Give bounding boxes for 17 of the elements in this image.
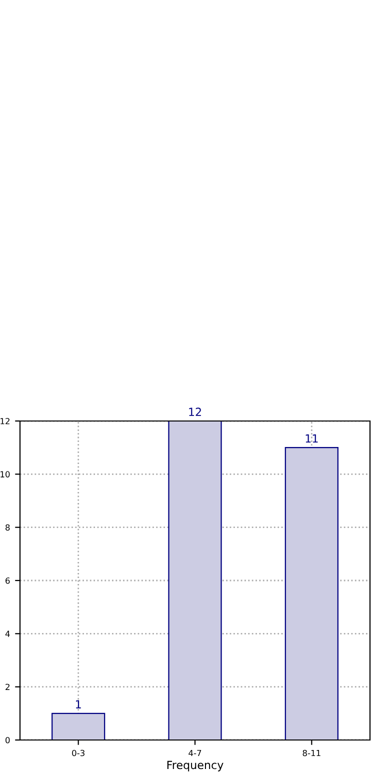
y-tick-label: 10 xyxy=(0,471,10,478)
x-axis-title: Frequency xyxy=(167,760,224,772)
data-label: 11 xyxy=(306,434,318,442)
data-label: 12 xyxy=(189,408,201,416)
x-tick-label: 8-11 xyxy=(302,750,320,756)
y-tick-label: 0 xyxy=(6,736,10,744)
bar xyxy=(168,421,222,740)
y-tick-label: 2 xyxy=(6,684,10,690)
x-tick-label: 4-7 xyxy=(188,750,202,756)
y-tick-label: 4 xyxy=(5,630,10,637)
bar xyxy=(52,712,106,740)
y-tick-label: 6 xyxy=(6,577,10,584)
bar xyxy=(284,447,338,740)
y-tick-label: 12 xyxy=(0,418,10,424)
y-tick-label: 8 xyxy=(6,524,10,531)
x-tick-label: 0-3 xyxy=(72,750,84,756)
data-label: 1 xyxy=(76,700,81,708)
